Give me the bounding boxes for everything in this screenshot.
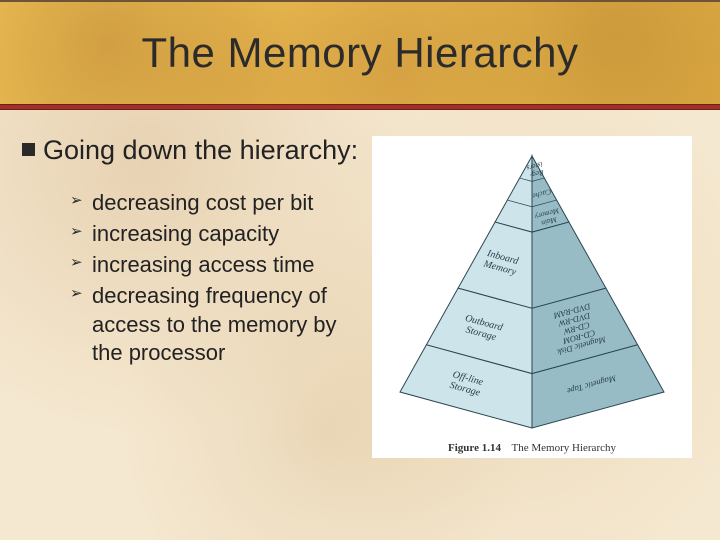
list-item: decreasing frequency of access to the me… bbox=[70, 282, 362, 366]
square-bullet-icon bbox=[22, 143, 35, 156]
content-area: Going down the hierarchy: decreasing cos… bbox=[0, 110, 720, 458]
title-band: The Memory Hierarchy bbox=[0, 0, 720, 104]
figure-column: InboardMemoryOutboardStorageOff-lineStor… bbox=[362, 134, 698, 458]
main-bullet-row: Going down the hierarchy: bbox=[22, 134, 362, 167]
sub-bullet-list: decreasing cost per bit increasing capac… bbox=[22, 189, 362, 367]
list-item: increasing capacity bbox=[70, 220, 362, 248]
figure-box: InboardMemoryOutboardStorageOff-lineStor… bbox=[372, 136, 692, 458]
memory-pyramid-diagram: InboardMemoryOutboardStorageOff-lineStor… bbox=[372, 136, 692, 436]
list-item: decreasing cost per bit bbox=[70, 189, 362, 217]
figure-caption-text: The Memory Hierarchy bbox=[512, 442, 616, 454]
figure-caption: Figure 1.14 The Memory Hierarchy bbox=[372, 442, 692, 454]
text-column: Going down the hierarchy: decreasing cos… bbox=[22, 134, 362, 458]
main-bullet-text: Going down the hierarchy: bbox=[43, 134, 358, 167]
figure-caption-label: Figure 1.14 bbox=[448, 442, 501, 454]
slide-title: The Memory Hierarchy bbox=[141, 29, 578, 77]
list-item: increasing access time bbox=[70, 251, 362, 279]
